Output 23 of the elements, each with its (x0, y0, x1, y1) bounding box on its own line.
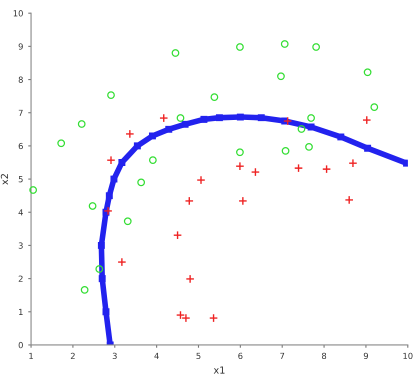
y-tick-label: 5 (18, 176, 23, 182)
x-tick-label: 7 (280, 352, 284, 359)
y-tick-label: 2 (18, 276, 23, 282)
y-tick-label: 1 (19, 308, 23, 315)
y-tick-label: 7 (18, 110, 23, 116)
y-tick-label: 8 (18, 76, 23, 83)
y-tick-label: 10 (14, 10, 23, 16)
x-tick-label: 3 (112, 352, 117, 360)
y-tick-label: 6 (18, 142, 23, 150)
x-tick-label: 1 (29, 352, 33, 359)
x-tick-label: 2 (70, 352, 75, 359)
x-tick-label: 6 (238, 352, 242, 360)
x-tick-label: 4 (154, 352, 159, 359)
y-tick-label: 0 (18, 342, 23, 348)
y-axis-title: x2 (0, 174, 8, 185)
x-tick-label: 9 (364, 352, 368, 360)
y-tick-label: 3 (18, 242, 23, 249)
y-tick-label: 9 (18, 43, 23, 50)
x-axis-title: x1 (214, 366, 224, 374)
x-tick-label: 5 (196, 352, 200, 360)
x-tick-label: 8 (322, 352, 326, 360)
y-tick-label: 4 (18, 209, 23, 216)
x-tick-label: 10 (403, 352, 413, 360)
